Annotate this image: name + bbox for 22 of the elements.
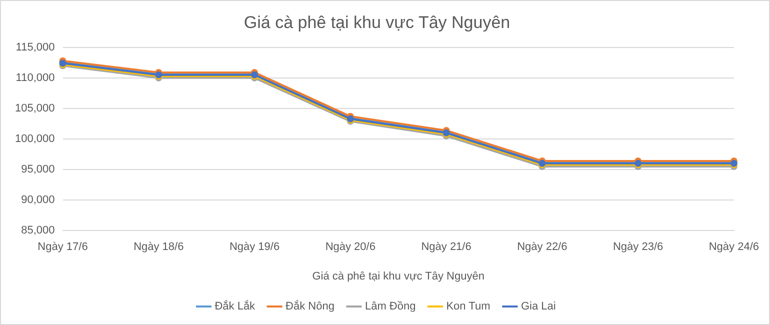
x-axis-title: Giá cà phê tại khu vực Tây Nguyên [312,270,484,282]
x-tick-label: Ngày 22/6 [517,241,568,254]
x-tick-label: Ngày 18/6 [134,241,184,254]
x-tick-label: Ngày 23/6 [612,241,664,254]
x-tick-label: Ngày 24/6 [708,241,760,254]
y-tick-label: 110,000 [16,72,55,84]
y-tick-label: 85,000 [21,224,55,237]
y-tick-label: 100,000 [14,133,55,146]
legend-label: Lâm Đồng [364,300,416,313]
x-tick-label: Ngày 21/6 [421,241,472,254]
legend-label: Đắk Lắk [214,300,256,313]
x-tick-label: Ngày 19/6 [229,241,280,254]
y-tick-label: 90,000 [21,194,55,206]
chart-title: Giá cà phê tại khu vực Tây Nguyên [244,12,510,32]
legend-label: Kon Tum [446,300,490,313]
legend-label: Gia Lai [520,300,556,313]
x-tick-label: Ngày 20/6 [325,241,376,254]
y-tick-label: 105,000 [14,102,55,114]
x-tick-label: Ngày 17/6 [38,241,88,254]
legend-label: Đắk Nông [286,300,334,313]
y-tick-label: 115,000 [16,41,55,54]
y-tick-label: 95,000 [21,164,55,176]
